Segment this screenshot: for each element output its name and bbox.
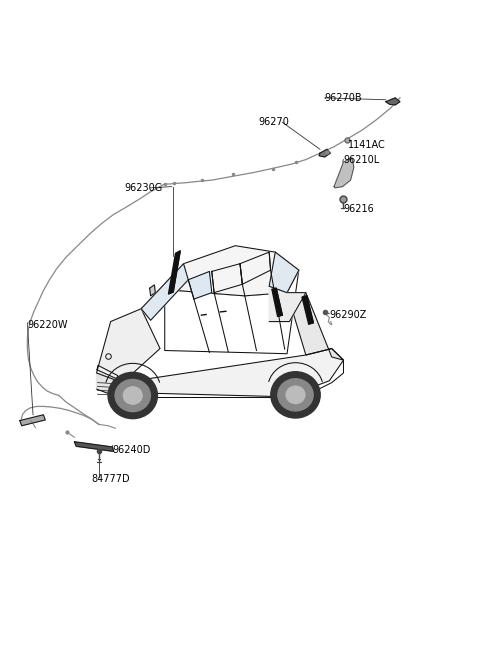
Polygon shape [20,415,45,426]
Ellipse shape [286,386,305,403]
Polygon shape [272,288,282,316]
Polygon shape [141,264,188,320]
Polygon shape [319,150,330,157]
Polygon shape [150,285,156,296]
Polygon shape [141,246,299,309]
Text: 96270B: 96270B [324,93,362,103]
Polygon shape [269,252,299,293]
Ellipse shape [115,379,150,411]
Text: 84777D: 84777D [92,474,131,484]
Polygon shape [386,98,400,105]
Ellipse shape [108,373,157,419]
Polygon shape [96,348,344,397]
Text: 96240D: 96240D [112,445,150,455]
Polygon shape [269,286,306,321]
Ellipse shape [278,379,313,411]
Polygon shape [302,296,313,324]
Ellipse shape [271,372,320,418]
Polygon shape [188,272,212,299]
Text: 1141AC: 1141AC [348,140,386,150]
Text: 96220W: 96220W [27,319,68,330]
Polygon shape [74,441,114,451]
Text: 96230G: 96230G [125,183,163,193]
Polygon shape [168,251,180,294]
Polygon shape [96,309,160,382]
Polygon shape [96,373,122,399]
Text: 96290Z: 96290Z [329,310,367,320]
Text: 96270: 96270 [259,117,290,127]
Polygon shape [334,157,354,188]
Text: 96216: 96216 [344,204,374,214]
Text: 96210L: 96210L [344,155,380,165]
Ellipse shape [123,387,142,404]
Polygon shape [287,293,344,360]
